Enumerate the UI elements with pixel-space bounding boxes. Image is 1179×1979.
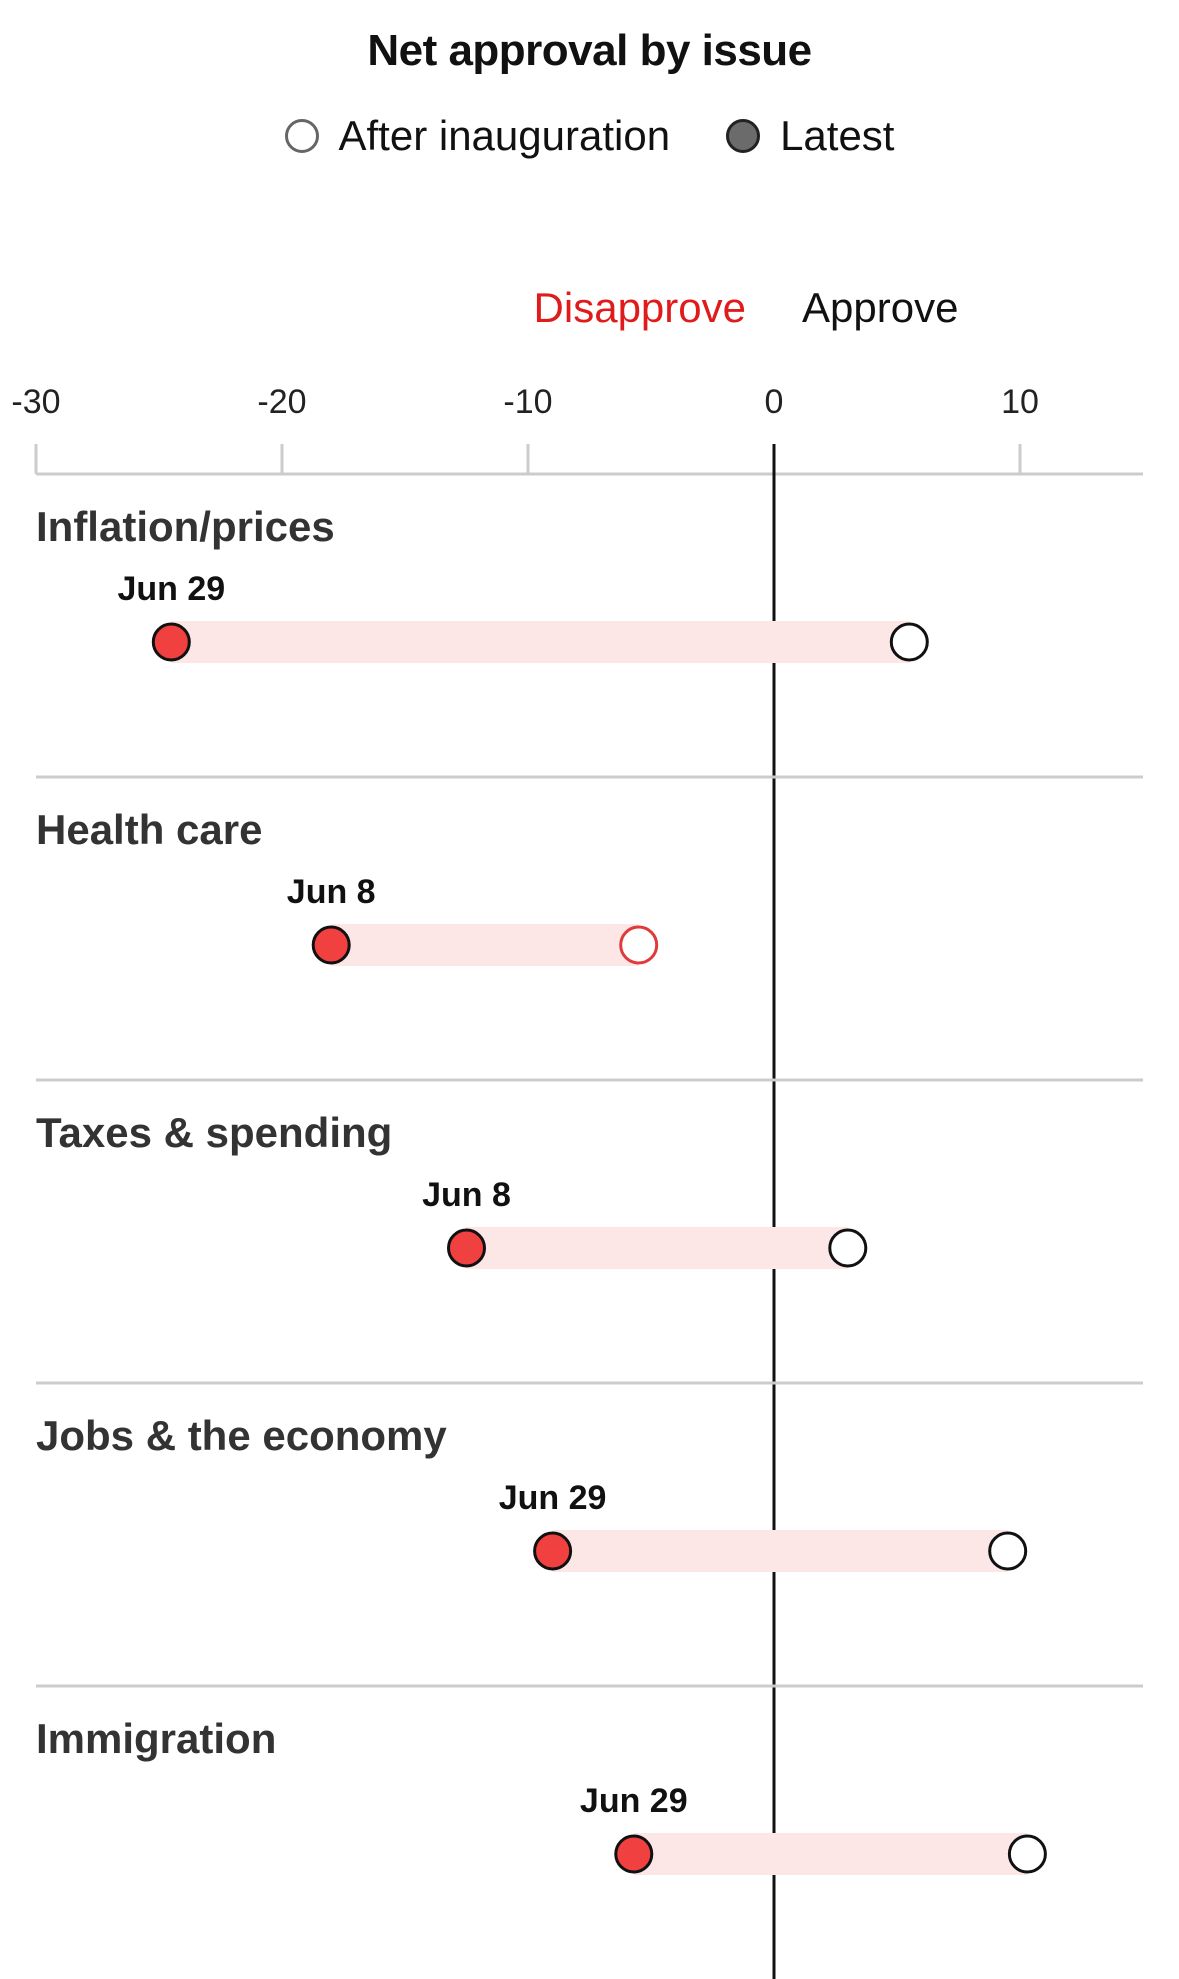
latest-date-label: Jun 29	[580, 1782, 688, 1820]
legend-filled-circle-icon	[726, 119, 761, 153]
direction-label-approve: Approve	[802, 284, 958, 331]
latest-date-label: Jun 29	[499, 1479, 607, 1517]
after-inauguration-point	[988, 1531, 1028, 1571]
chart-title: Net approval by issue	[367, 26, 812, 75]
x-tick-label: -10	[503, 383, 552, 421]
latest-date-label: Jun 29	[117, 570, 225, 608]
dumbbell-bar	[633, 1833, 1028, 1875]
issue-label: Health care	[36, 806, 262, 853]
legend: After inauguration Latest	[0, 112, 1179, 160]
latest-point	[151, 622, 191, 662]
after-inauguration-point	[889, 622, 929, 662]
dumbbell-bar	[331, 924, 639, 966]
legend-open-circle-icon	[284, 119, 319, 153]
issue-label: Jobs & the economy	[36, 1412, 447, 1459]
latest-point	[311, 925, 351, 965]
dumbbell-bar	[171, 621, 910, 663]
latest-point	[533, 1531, 573, 1571]
issue-label: Immigration	[36, 1715, 276, 1762]
x-tick-label: 10	[1001, 383, 1039, 421]
latest-point	[447, 1228, 486, 1268]
x-tick-label: 0	[765, 383, 784, 421]
legend-item-latest: Latest	[726, 112, 894, 160]
latest-date-label: Jun 8	[287, 873, 376, 911]
legend-item-after-inauguration: After inauguration	[284, 112, 671, 160]
dumbbell-bar	[552, 1530, 1008, 1572]
x-tick-label: -20	[257, 383, 306, 421]
after-inauguration-point	[619, 925, 659, 965]
dumbbell-bar	[466, 1227, 848, 1269]
latest-point	[614, 1834, 654, 1874]
after-inauguration-point	[1007, 1834, 1047, 1874]
x-tick-label: -30	[11, 383, 60, 421]
issue-label: Inflation/prices	[36, 503, 335, 550]
after-inauguration-point	[828, 1228, 868, 1268]
direction-label-disapprove: Disapprove	[534, 284, 746, 331]
legend-label-latest: Latest	[780, 112, 895, 159]
legend-label-after-inauguration: After inauguration	[338, 112, 671, 159]
latest-date-label: Jun 8	[422, 1176, 511, 1214]
issue-label: Taxes & spending	[36, 1109, 392, 1156]
